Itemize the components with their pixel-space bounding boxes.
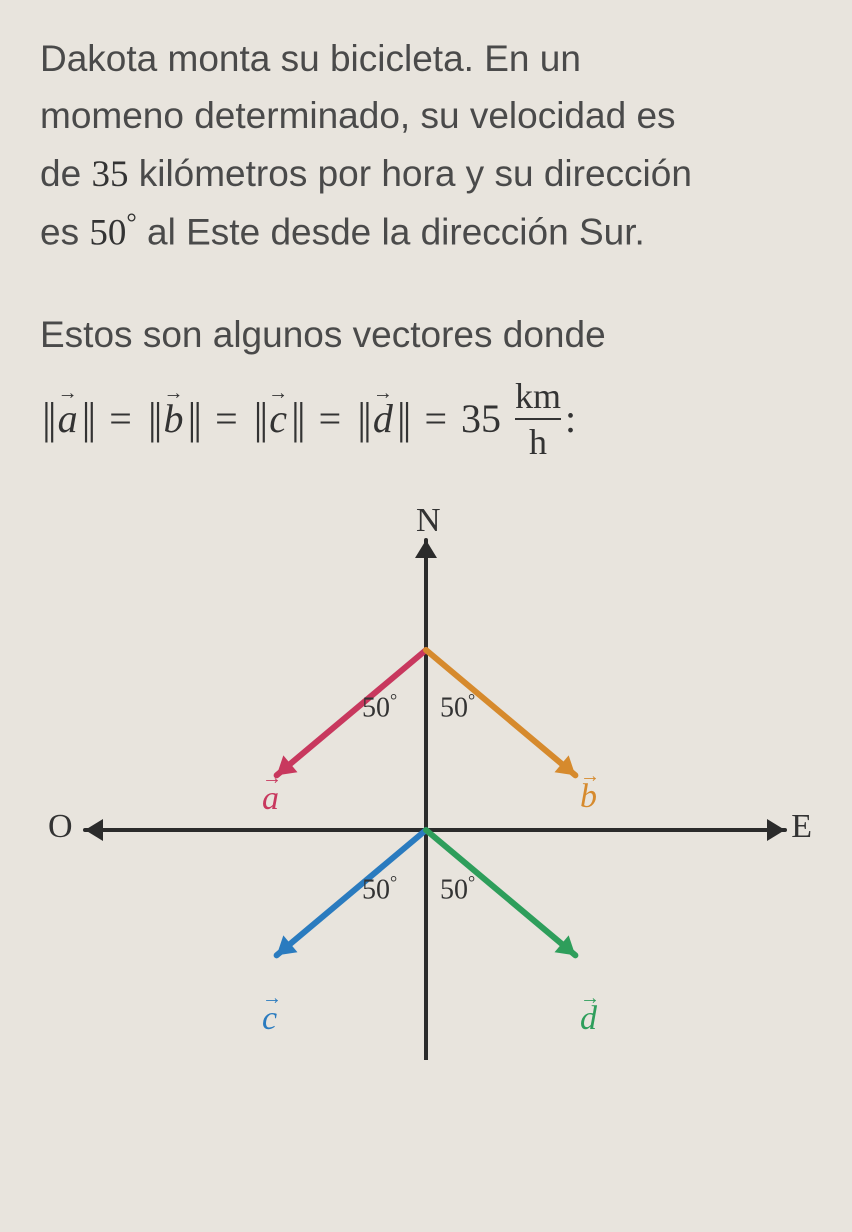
equals-1: = <box>99 395 142 442</box>
angle-label-a: 50° <box>362 690 397 724</box>
equation-unit: km h <box>515 378 561 460</box>
problem-line4b: al Este desde la dirección Sur. <box>137 211 645 252</box>
vector-label-d: →d <box>580 1000 597 1038</box>
axis-label-o: O <box>48 808 73 846</box>
norm-d: ||→d|| <box>355 393 410 444</box>
problem-speed: 35 <box>91 154 128 195</box>
equals-3: = <box>309 395 352 442</box>
equals-4: = <box>414 395 457 442</box>
angle-label-d: 50° <box>440 872 475 906</box>
vectors-intro: Estos son algunos vectores donde <box>40 314 812 356</box>
unit-den: h <box>515 418 561 460</box>
norm-a: ||→a|| <box>40 393 95 444</box>
equation-value: 35 <box>461 395 501 442</box>
problem-statement: Dakota monta su bicicleta. En un momeno … <box>40 30 812 262</box>
equals-2: = <box>205 395 248 442</box>
magnitude-equation: ||→a|| = ||→b|| = ||→c|| = ||→d|| = 35 k… <box>40 378 812 460</box>
norm-c: ||→c|| <box>252 393 305 444</box>
axis-label-n: N <box>416 502 441 540</box>
vector-label-b: →b <box>580 778 597 816</box>
problem-angle: 50 <box>89 212 126 253</box>
vector-diagram: N E O 50° 50° 50° 50° →a →b →c →d <box>40 500 812 1060</box>
axis-label-e: E <box>791 808 812 846</box>
norm-b: ||→b|| <box>146 393 201 444</box>
angle-label-b: 50° <box>440 690 475 724</box>
diagram-svg <box>40 500 812 1060</box>
problem-line4a: es <box>40 211 89 252</box>
vector-label-a: →a <box>262 780 279 818</box>
unit-num: km <box>515 378 561 418</box>
problem-line3a: de <box>40 153 91 194</box>
problem-line3b: kilómetros por hora y su dirección <box>128 153 691 194</box>
equation-colon: : <box>565 395 576 442</box>
vector-label-c: →c <box>262 1000 277 1038</box>
problem-degree: ° <box>126 208 136 237</box>
problem-line2: momeno determinado, su velocidad es <box>40 95 676 136</box>
problem-line1: Dakota monta su bicicleta. En un <box>40 38 581 79</box>
angle-label-c: 50° <box>362 872 397 906</box>
